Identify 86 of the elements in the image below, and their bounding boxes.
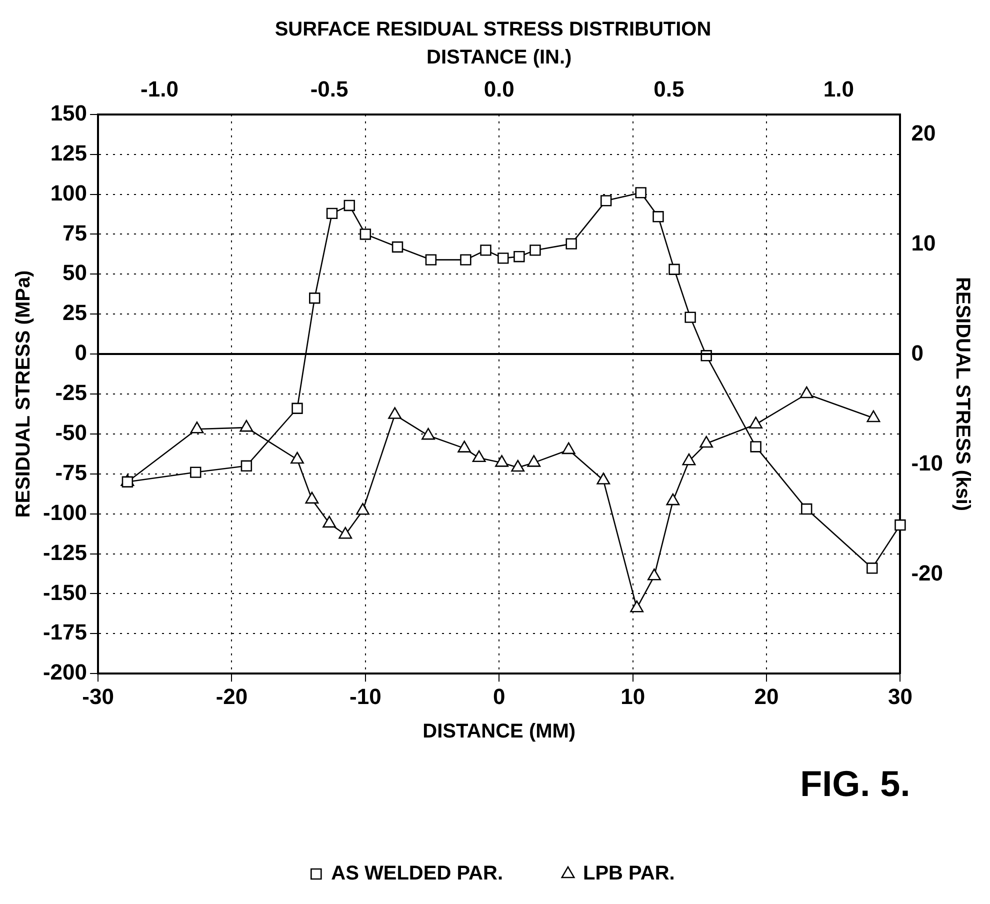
x2-tick-label: 0.5 xyxy=(654,76,684,102)
chart-title: SURFACE RESIDUAL STRESS DISTRIBUTION xyxy=(274,18,712,41)
y-tick-label: 100 xyxy=(50,180,88,206)
point xyxy=(322,516,336,528)
point xyxy=(668,264,680,275)
point xyxy=(292,402,303,414)
x2-tick-label: 1.0 xyxy=(823,76,854,102)
x-tick-label: 0 xyxy=(492,684,506,709)
point xyxy=(190,422,204,434)
y-tick-label: -200 xyxy=(42,660,88,685)
point xyxy=(190,466,202,478)
point xyxy=(290,452,304,464)
point xyxy=(360,228,372,240)
y-tick-label: 50 xyxy=(62,260,88,286)
point xyxy=(305,492,319,504)
y-tick-label: -150 xyxy=(42,580,88,605)
point xyxy=(344,200,355,212)
point xyxy=(392,241,404,253)
y-tick-label: 150 xyxy=(50,100,88,126)
point xyxy=(240,460,252,472)
point xyxy=(388,407,402,419)
point xyxy=(122,476,134,488)
point xyxy=(800,386,814,398)
y-tick-label: 0 xyxy=(74,340,88,366)
point xyxy=(866,410,880,422)
x2-tick-label: -0.5 xyxy=(310,76,348,102)
y-axis-title: RESIDUAL STRESS (MPa) xyxy=(12,270,35,518)
point xyxy=(682,453,696,466)
legend-label: LPB PAR. xyxy=(583,862,675,885)
y-tick-label: 125 xyxy=(50,140,88,166)
point xyxy=(338,526,352,539)
point xyxy=(600,195,612,206)
y2-tick-label: -20 xyxy=(911,560,943,586)
point xyxy=(700,436,714,448)
point xyxy=(511,460,525,472)
y-tick-label: -100 xyxy=(42,500,88,525)
x-tick-label: -20 xyxy=(216,684,248,709)
point xyxy=(530,244,541,256)
point xyxy=(514,250,525,262)
y-tick-label: -175 xyxy=(42,620,88,645)
point xyxy=(460,254,472,266)
point xyxy=(652,211,664,222)
point xyxy=(596,472,610,484)
point xyxy=(750,441,762,452)
point xyxy=(749,416,763,429)
x-tick-label: 20 xyxy=(754,684,779,709)
x2-tick-label: -1.0 xyxy=(140,76,178,102)
x-axis-title: DISTANCE (MM) xyxy=(422,720,576,743)
y-tick-label: -50 xyxy=(55,420,88,446)
x-tick-label: 10 xyxy=(620,684,646,709)
point xyxy=(495,455,509,467)
point xyxy=(458,440,472,452)
y2-tick-label: 10 xyxy=(911,230,936,256)
point xyxy=(630,600,644,612)
point xyxy=(422,428,435,440)
point xyxy=(326,208,338,220)
y2-tick-label: 0 xyxy=(911,340,924,366)
point xyxy=(480,244,492,256)
point xyxy=(635,187,646,198)
point xyxy=(425,254,437,266)
y-tick-label: 25 xyxy=(62,300,88,326)
point xyxy=(356,502,370,515)
point xyxy=(472,450,486,462)
legend-label: AS WELDED PAR. xyxy=(331,862,504,885)
point xyxy=(566,238,577,250)
y-tick-label: -25 xyxy=(55,380,88,406)
y2-tick-label: 20 xyxy=(911,120,936,146)
point xyxy=(647,568,661,580)
y-tick-label: -125 xyxy=(42,540,88,565)
point xyxy=(562,442,576,454)
x-tick-label: -10 xyxy=(350,684,382,709)
point xyxy=(309,292,320,304)
x2-axis-title: DISTANCE (IN.) xyxy=(426,46,572,69)
point xyxy=(684,312,696,323)
point xyxy=(527,455,541,467)
point xyxy=(666,493,680,506)
x-tick-label: -30 xyxy=(82,684,114,709)
x2-tick-label: 0.0 xyxy=(484,76,514,102)
point xyxy=(240,420,254,432)
y-tick-label: 75 xyxy=(62,220,88,246)
y2-tick-label: -10 xyxy=(911,450,943,476)
point xyxy=(498,252,509,264)
caption: FIG. 5. xyxy=(800,762,910,804)
x-tick-label: 30 xyxy=(888,684,912,709)
y-tick-label: -75 xyxy=(55,460,88,485)
y2-axis-title: RESIDUAL STRESS (ksi) xyxy=(951,276,974,512)
